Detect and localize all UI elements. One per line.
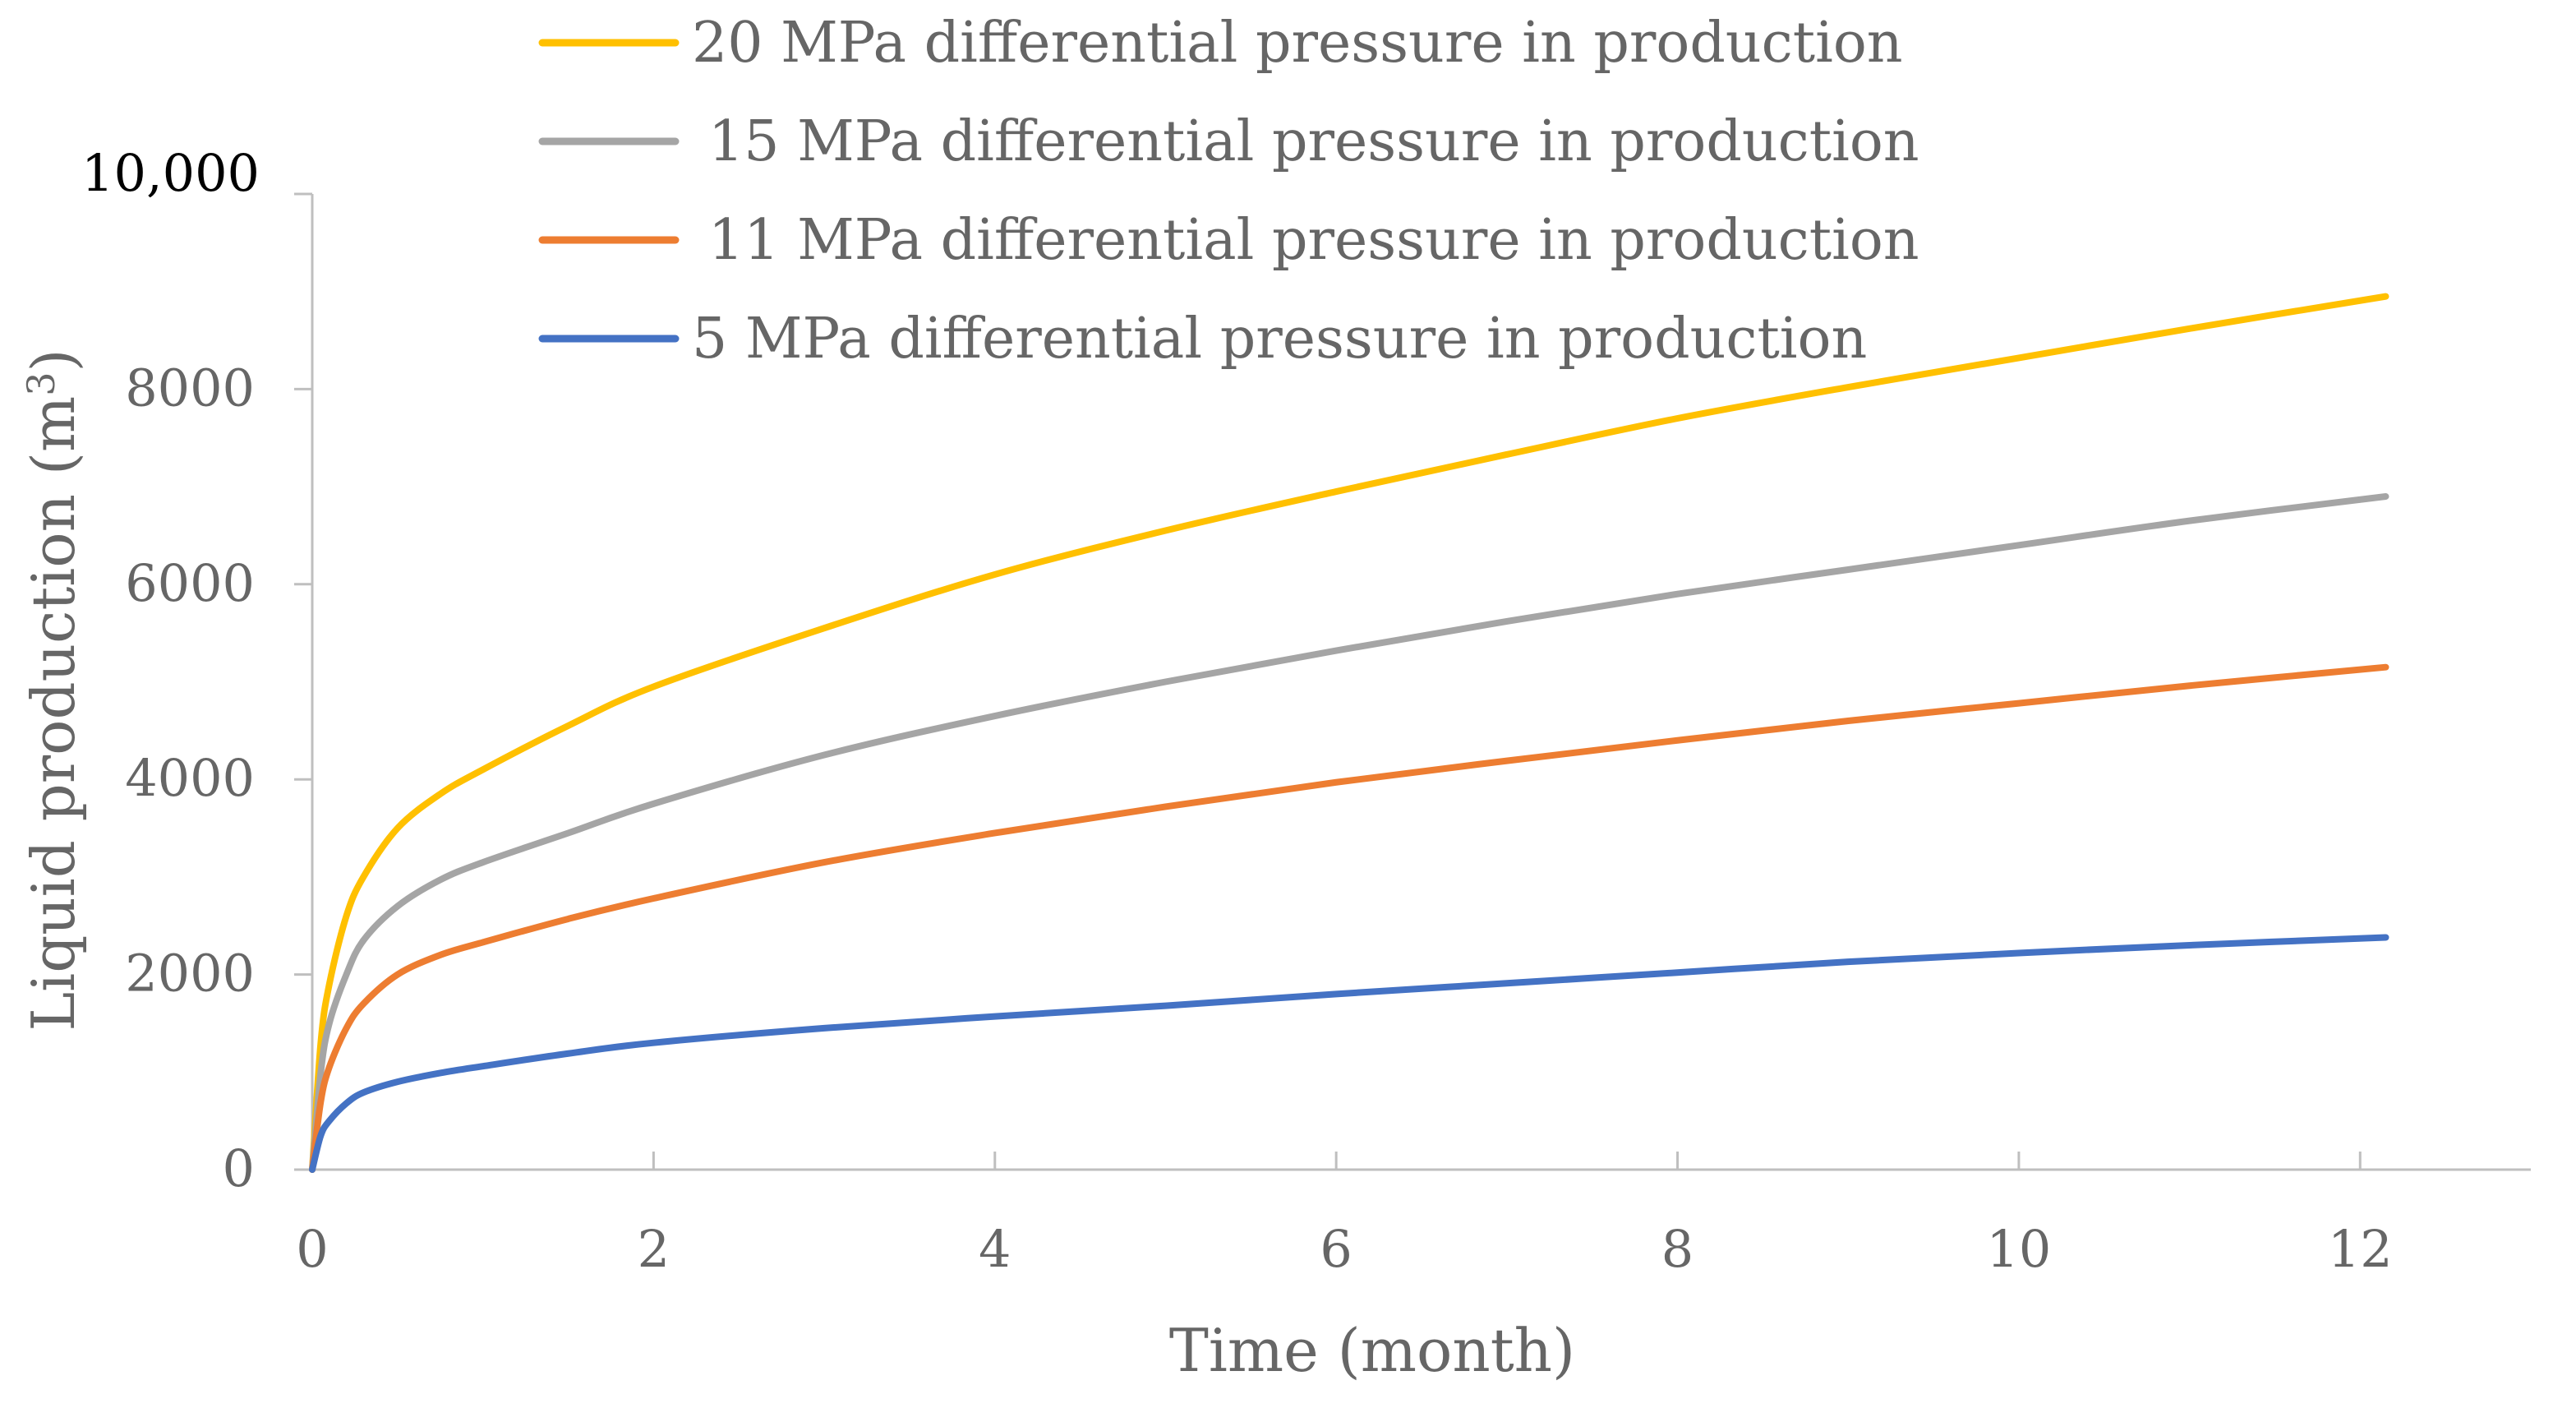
x-tick-label: 0: [296, 1219, 328, 1279]
x-tick-label: 8: [1661, 1219, 1694, 1279]
y-tick-label: 10,000: [81, 143, 260, 203]
legend-label-2: 15 MPa differential pressure in producti…: [708, 109, 1919, 174]
x-tick-label: 4: [979, 1219, 1011, 1279]
y-tick-label: 6000: [125, 553, 255, 613]
legend: 20 MPa differential pressure in producti…: [538, 11, 1919, 372]
y-tick-label: 8000: [125, 358, 255, 418]
y-axis-title: Liquid production (m3): [19, 349, 88, 1031]
x-axis: 0 2 4 6 8 10 12: [296, 1152, 2531, 1279]
series-line-1: [309, 293, 2389, 1173]
series-line-4: [309, 934, 2389, 1173]
y-tick-label: 2000: [125, 944, 255, 1004]
x-tick-label: 6: [1320, 1219, 1352, 1279]
y-axis: 0 2000 4000 6000 8000 10,000: [81, 143, 314, 1198]
x-tick-label: 2: [638, 1219, 670, 1279]
legend-label-3: 11 MPa differential pressure in producti…: [708, 208, 1919, 273]
x-tick-label: 12: [2328, 1219, 2393, 1279]
series-layer: [309, 293, 2389, 1173]
series-line-3: [309, 663, 2389, 1173]
legend-label-4: 5 MPa differential pressure in productio…: [692, 307, 1867, 372]
x-tick-label: 10: [1986, 1219, 2051, 1279]
x-axis-title: Time (month): [1169, 1316, 1575, 1385]
legend-label-1: 20 MPa differential pressure in producti…: [692, 11, 1903, 76]
y-tick-label: 0: [223, 1138, 255, 1198]
series-line-2: [309, 492, 2389, 1173]
y-tick-label: 4000: [125, 748, 255, 808]
